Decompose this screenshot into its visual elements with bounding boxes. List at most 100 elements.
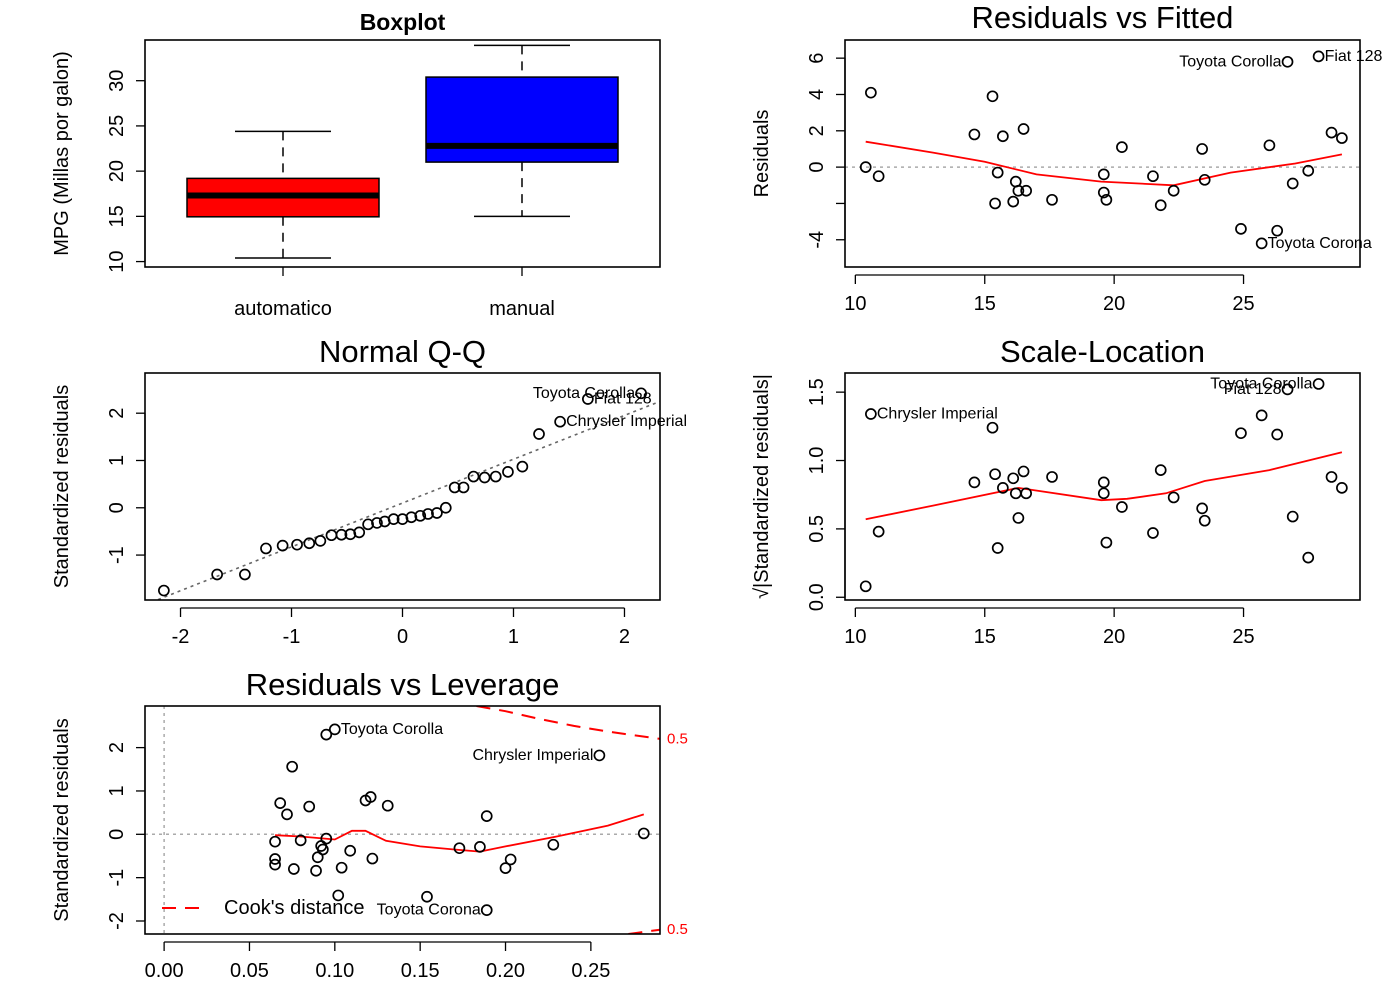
x-tick-label: 0.20 — [486, 960, 525, 982]
data-point — [582, 393, 594, 405]
point-label: Chrysler Imperial — [472, 747, 593, 764]
x-tick-label: -2 — [172, 626, 190, 648]
data-point — [968, 476, 981, 489]
y-tick-label: 25 — [106, 115, 128, 137]
data-point — [859, 161, 872, 173]
y-tick-label: 20 — [106, 160, 128, 182]
data-point — [872, 170, 885, 183]
data-point — [547, 838, 560, 851]
data-point — [439, 501, 452, 514]
plot-area — [859, 378, 1348, 593]
x-tick-label: 0.00 — [145, 960, 184, 982]
data-point — [991, 166, 1004, 179]
data-point — [997, 482, 1009, 494]
data-point — [286, 760, 298, 773]
data-point — [310, 864, 322, 877]
data-point — [533, 428, 545, 440]
data-point — [968, 128, 981, 141]
data-point — [344, 844, 357, 857]
point-label: Toyota Corona — [377, 902, 481, 919]
data-point — [1097, 487, 1110, 500]
data-point — [1255, 237, 1268, 250]
plot-frame — [144, 39, 661, 268]
data-point — [991, 542, 1004, 554]
y-tick-label: 10 — [106, 250, 128, 272]
plot-frame — [844, 372, 1361, 601]
data-point — [260, 542, 272, 555]
cooks-distance-upper — [476, 706, 660, 740]
data-point — [1020, 184, 1033, 197]
y-tick-label: 2 — [806, 125, 828, 136]
data-point — [1325, 126, 1338, 139]
point-label: Chrysler Imperial — [566, 413, 687, 430]
data-point — [1336, 482, 1348, 494]
y-tick-label: -4 — [806, 231, 828, 249]
data-point — [421, 890, 433, 903]
data-point — [1154, 199, 1167, 212]
data-point — [1255, 409, 1268, 422]
data-point — [1336, 132, 1348, 144]
data-point — [332, 889, 345, 902]
point-label: Toyota Corolla — [533, 385, 635, 402]
plot-title: Normal Q-Q — [319, 334, 486, 369]
data-point — [1116, 141, 1128, 153]
data-point — [1196, 502, 1208, 515]
data-point — [1263, 139, 1276, 152]
data-point — [274, 797, 287, 809]
data-point — [872, 525, 885, 538]
data-point — [269, 853, 281, 865]
data-point — [480, 904, 493, 917]
y-tick-label: 0 — [806, 162, 828, 173]
data-point — [211, 568, 223, 581]
y-tick-label: 0.0 — [806, 583, 828, 611]
data-point — [387, 513, 400, 525]
data-point — [1302, 164, 1315, 177]
data-point — [1302, 551, 1315, 564]
scale-location-panel: Scale-Location √|Standardized residuals| C… — [751, 334, 1361, 648]
y-tick-label: -1 — [106, 869, 128, 887]
data-point — [1286, 177, 1299, 190]
x-tick-label: 15 — [974, 293, 996, 315]
x-tick-label: 25 — [1232, 626, 1254, 648]
data-point — [320, 832, 333, 845]
data-point — [1097, 476, 1110, 489]
x-category-label: automatico — [234, 298, 332, 320]
data-point — [1012, 184, 1025, 197]
x-tick-label: 1 — [508, 626, 519, 648]
data-point — [414, 509, 427, 522]
x-tick-label: 0.05 — [230, 960, 269, 982]
data-point — [1017, 123, 1030, 135]
data-point — [635, 387, 647, 400]
data-point — [1009, 487, 1022, 500]
data-point — [997, 130, 1009, 143]
y-tick-label: 0.5 — [806, 515, 828, 543]
data-point — [320, 728, 333, 741]
data-point — [986, 421, 999, 434]
data-point — [269, 835, 281, 848]
x-tick-label: 0.15 — [401, 960, 440, 982]
plot-area — [145, 706, 660, 934]
resid-fitted-panel: Residuals vs Fitted Residuals Toyota Corol… — [751, 0, 1383, 315]
data-point — [1196, 143, 1208, 155]
data-point — [1116, 501, 1128, 513]
x-category-label: manual — [489, 298, 555, 320]
data-point — [453, 842, 466, 855]
qq-reference-line — [154, 400, 660, 600]
y-tick-label: -2 — [106, 912, 128, 930]
data-point — [474, 841, 486, 853]
data-point — [989, 197, 1001, 210]
data-point — [325, 529, 338, 542]
resid-leverage-panel: Residuals vs Leverage Standardized residu… — [51, 667, 688, 982]
data-point — [1198, 173, 1211, 186]
point-label: Chrysler Imperial — [877, 406, 998, 423]
data-point — [593, 749, 606, 762]
y-tick-label: 4 — [806, 89, 828, 100]
smooth-line — [865, 140, 1343, 187]
data-point — [158, 584, 170, 597]
data-point — [504, 853, 517, 866]
data-point — [1154, 464, 1167, 476]
plot-frame — [144, 705, 661, 935]
y-tick-label: 15 — [106, 205, 128, 227]
plot-area — [186, 44, 619, 259]
y-tick-label: 1 — [106, 785, 128, 796]
